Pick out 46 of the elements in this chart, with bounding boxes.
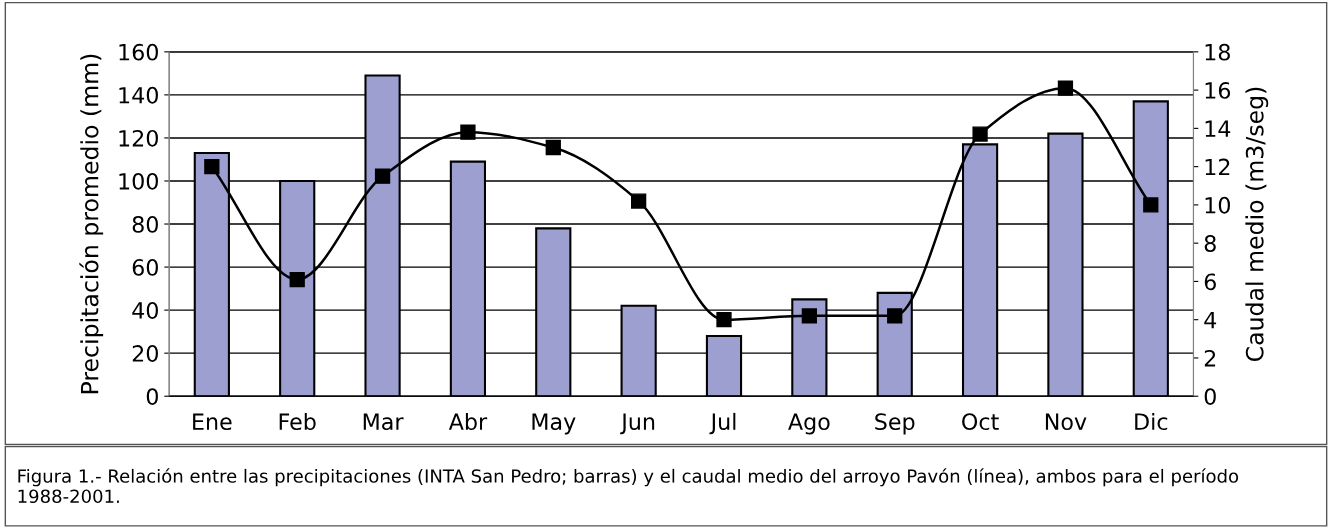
y2-tick-label: 8 — [1204, 235, 1216, 252]
y-tick-label: 0 — [146, 388, 158, 405]
y-tick-label: 20 — [132, 345, 158, 362]
point — [374, 168, 391, 184]
x-tick-label: Jun — [620, 413, 655, 435]
point — [1143, 197, 1159, 213]
y2-tick-label: 14 — [1205, 120, 1231, 137]
y2-tick-label: 16 — [1205, 82, 1231, 99]
y-tick-label: 140 — [119, 86, 158, 104]
y2-tick-label: 2 — [1204, 349, 1216, 367]
point — [545, 139, 561, 156]
point — [801, 308, 817, 324]
y-tick-label: 80 — [132, 215, 158, 233]
y-tick-label: 120 — [119, 129, 158, 147]
point — [630, 193, 647, 209]
x-tick-label: Sep — [875, 413, 915, 435]
x-tick-label: Ago — [788, 413, 830, 435]
point — [972, 126, 988, 142]
x-tick-label: Ene — [193, 413, 232, 431]
x-tick-label: Feb — [279, 412, 316, 431]
y2-tick-label: 0 — [1204, 388, 1216, 405]
y2-tick-label: 12 — [1205, 158, 1230, 176]
point — [460, 124, 476, 140]
text: Figura 1.- Relación entre las precipitaciones (INTA San Pedro; barras) y el caudal medio del arroyo Pavón (línea), ambos para el período 1988-2001. — [18, 468, 1239, 504]
y-tick-label: 160 — [119, 43, 158, 61]
y2-tick-label: 18 — [1205, 43, 1230, 61]
point — [1057, 80, 1074, 96]
point — [204, 158, 220, 175]
point — [887, 308, 903, 324]
x-tick-label: May — [532, 413, 576, 435]
x-tick-label: Dic — [1135, 412, 1168, 431]
y-tick-label: 100 — [119, 172, 158, 190]
point — [289, 271, 305, 288]
point — [716, 312, 732, 328]
y2-tick-label: 6 — [1204, 273, 1216, 291]
x-tick-label: Oct — [962, 413, 999, 431]
x-tick-label: Jul — [709, 412, 736, 435]
y-tick-label: 40 — [132, 302, 158, 319]
y2-tick-label: 10 — [1205, 196, 1230, 214]
y-tick-label: 60 — [132, 259, 158, 276]
x-tick-label: Mar — [363, 413, 404, 431]
y2-axis-title: Caudal medio (m3/seg) — [1245, 87, 1269, 362]
x-tick-label: Nov — [1045, 413, 1087, 431]
y-axis-title: Precipitación promedio (mm) — [79, 54, 104, 394]
x-tick-label: Abr — [448, 412, 488, 431]
y2-tick-label: 4 — [1204, 311, 1217, 329]
